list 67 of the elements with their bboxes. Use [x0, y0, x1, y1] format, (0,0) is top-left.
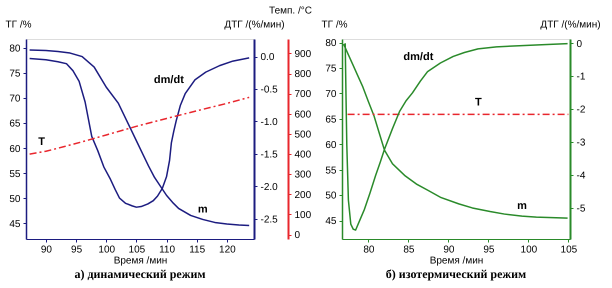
series-label: dm/dt: [154, 74, 184, 86]
y-axis-title: ТГ /%: [6, 20, 32, 30]
y3-tick-label: 800: [294, 69, 312, 80]
x-tick-label: 100: [98, 244, 116, 256]
x-tick-label: 100: [520, 244, 538, 256]
text: б) изотермический режим: [386, 267, 526, 281]
y3-axis-title: Темп. /°C: [269, 6, 312, 16]
y2-tick-label: -2.0: [260, 182, 278, 193]
y-tick-label: 60: [325, 140, 337, 151]
x-tick-label: 105: [128, 244, 146, 256]
series-label: dm/dt: [403, 51, 434, 64]
x-tick-label: 120: [219, 244, 236, 256]
y2-tick-label: 0.0: [260, 52, 275, 64]
y2-tick-label: -1.5: [260, 149, 278, 160]
series-label: T: [38, 136, 46, 148]
x-tick-label: 110: [159, 244, 176, 256]
y-tick-label: 75: [9, 68, 21, 80]
y3-tick-label: 300: [294, 170, 312, 181]
y2-tick-label: 0: [576, 38, 582, 50]
y2-axis-title: ДТГ /(%/мин): [224, 20, 285, 30]
y3-tick-label: 200: [294, 190, 312, 201]
y-tick-label: 60: [9, 144, 21, 155]
y3-tick-label: 400: [294, 150, 312, 161]
y2-tick-label: -2: [576, 104, 586, 116]
y-axis-title: ТГ /%: [322, 20, 348, 30]
series-label: m: [517, 200, 528, 212]
x-axis-title: Время /мин: [430, 256, 484, 266]
y-tick-label: 80: [325, 38, 337, 50]
y-tick-label: 50: [9, 194, 21, 205]
y-tick-label: 75: [325, 64, 337, 75]
y2-tick-label: -5: [576, 203, 586, 214]
y-tick-label: 45: [325, 216, 337, 228]
x-tick-label: 105: [560, 244, 578, 256]
series-label: T: [475, 96, 482, 108]
series-label: m: [198, 203, 208, 216]
y-tick-label: 55: [325, 165, 337, 176]
y-tick-label: 45: [9, 218, 21, 230]
x-axis-title: Время /мин: [114, 256, 168, 266]
y2-tick-label: -2.5: [260, 214, 278, 226]
y2-tick-label: -1: [576, 72, 586, 83]
x-tick-label: 95: [71, 244, 83, 256]
y-tick-label: 65: [325, 114, 337, 126]
y2-tick-label: -4: [576, 170, 586, 182]
y3-tick-label: 0: [294, 230, 300, 242]
x-tick-label: 115: [189, 244, 206, 256]
y-tick-label: 70: [325, 88, 337, 100]
y2-tick-label: -0.5: [260, 84, 278, 96]
x-tick-label: 85: [403, 244, 415, 256]
y3-tick-label: 500: [294, 129, 312, 140]
x-tick-label: 80: [363, 244, 375, 256]
y3-tick-label: 100: [294, 210, 312, 221]
x-tick-label: 95: [483, 244, 495, 256]
y2-tick-label: -1.0: [260, 116, 278, 128]
y-tick-label: 55: [9, 168, 21, 180]
y2-axis-title: ДТГ /(%/мин): [540, 20, 601, 30]
y-tick-label: 50: [325, 190, 337, 202]
y3-tick-label: 900: [294, 48, 312, 60]
y-tick-label: 65: [9, 118, 21, 130]
x-tick-label: 90: [40, 244, 52, 256]
text: а) динамический режим: [74, 267, 206, 281]
y2-tick-label: -3: [576, 137, 586, 148]
line-series: [28, 96, 250, 155]
y3-tick-label: 700: [294, 89, 312, 100]
y-tick-label: 70: [9, 94, 21, 105]
y-tick-label: 80: [9, 44, 21, 55]
x-tick-label: 90: [443, 244, 455, 256]
y3-tick-label: 600: [294, 109, 312, 120]
